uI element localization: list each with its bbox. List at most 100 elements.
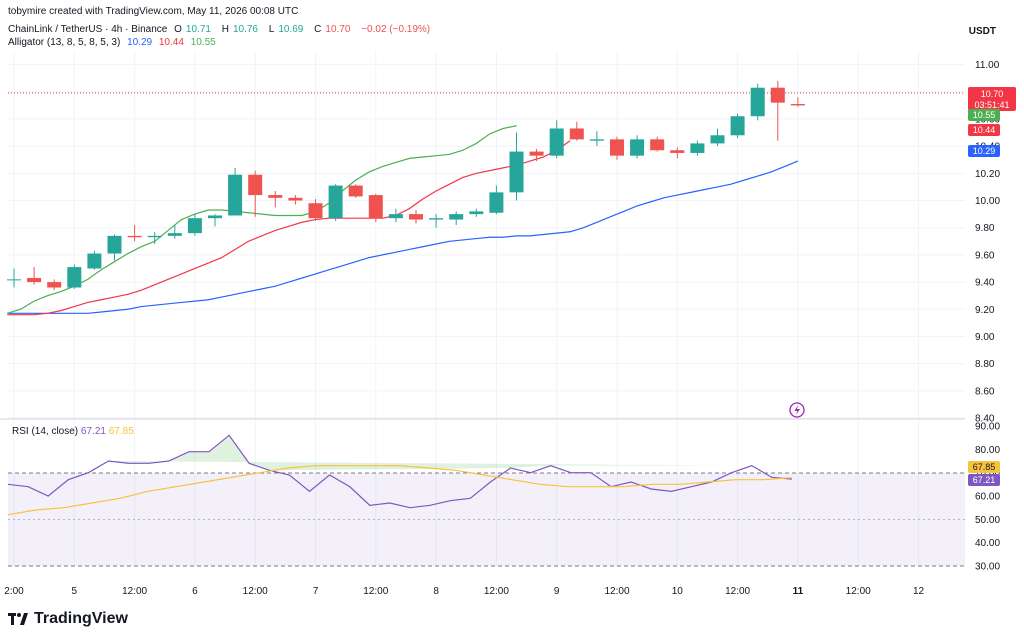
countdown-text: 03:51:41: [974, 100, 1009, 110]
price-tick-label: 9.20: [975, 305, 995, 316]
grid-lines: [8, 51, 965, 566]
candle: [549, 120, 564, 159]
price-tick-label: 10.20: [975, 169, 1000, 180]
price-tick-label: 8.40: [975, 414, 995, 425]
price-tick-label: 9.40: [975, 278, 995, 289]
rsi-label[interactable]: RSI (14, close): [12, 426, 79, 437]
alert-icon[interactable]: [789, 402, 805, 418]
price-tick-label: 9.60: [975, 250, 995, 261]
currency-unit: USDT: [968, 26, 996, 37]
candle: [529, 148, 544, 162]
rsi-axis: 90.00 80.00 70.00 60.00 50.00 40.00 30.00: [975, 422, 1000, 573]
candle: [589, 131, 604, 147]
candle: [368, 193, 383, 223]
tradingview-logo[interactable]: TradingView: [8, 610, 128, 628]
candle-body: [147, 235, 162, 238]
alligator-lips-line: [7, 125, 517, 314]
teeth-price-tag: 10.44: [968, 124, 1000, 136]
rsi-value-tag: 67.21: [968, 474, 1000, 486]
time-tick-label: 2:00: [4, 586, 24, 597]
candle-body: [208, 215, 222, 219]
candle-body: [187, 218, 202, 234]
overbought-area: [108, 435, 752, 471]
alligator-legend: Alligator (13, 8, 5, 8, 5, 3) 10.29 10.4…: [8, 37, 220, 48]
candle-body: [549, 128, 564, 156]
rsi-tick-label: 40.00: [975, 538, 1000, 549]
candle-body: [308, 203, 323, 219]
rsi-ma-tag: 67.85: [968, 461, 1000, 473]
low-label: L: [268, 24, 275, 35]
svg-text:67.85: 67.85: [973, 462, 996, 472]
candle-body: [87, 253, 102, 269]
candle: [147, 231, 162, 245]
rsi-tick-label: 60.00: [975, 492, 1000, 503]
candle-body: [589, 139, 604, 141]
high-value: 10.76: [232, 24, 258, 35]
candle-body: [27, 277, 42, 283]
time-tick-label: 12: [913, 586, 925, 597]
rsi-tick-label: 80.00: [975, 445, 1000, 456]
lips-price-tag: 10.55: [968, 109, 1000, 121]
candle: [509, 132, 524, 201]
rsi-tick-label: 90.00: [975, 422, 1000, 433]
candles: [7, 80, 805, 291]
rsi-tick-label: 50.00: [975, 515, 1000, 526]
candle-body: [47, 282, 62, 288]
symbol-name[interactable]: ChainLink / TetherUS · 4h · Binance: [8, 24, 168, 35]
candle-body: [107, 235, 122, 254]
candle-body: [388, 214, 403, 219]
candle: [650, 136, 665, 152]
candle: [770, 80, 785, 141]
alligator-label[interactable]: Alligator (13, 8, 5, 8, 5, 3): [8, 37, 121, 48]
rsi-tick-label: 30.00: [975, 562, 1000, 573]
time-tick-label: 12:00: [604, 586, 629, 597]
candle: [710, 128, 725, 147]
candle: [47, 279, 62, 291]
candle-body: [348, 185, 363, 197]
candle: [107, 234, 122, 261]
candle: [409, 210, 423, 224]
last-price-tag: 10.70 03:51:41: [968, 87, 1016, 111]
time-tick-label: 12:00: [243, 586, 268, 597]
candle-body: [569, 128, 584, 140]
rsi-line: [7, 434, 792, 509]
candle: [610, 136, 624, 160]
candle-body: [770, 87, 785, 103]
rsi-ma-value: 67.85: [108, 426, 134, 437]
candle: [630, 135, 645, 159]
time-tick-label: 12:00: [484, 586, 509, 597]
change-value: −0.02 (−0.19%): [361, 24, 431, 35]
candle-body: [650, 139, 665, 151]
candle-body: [730, 116, 745, 136]
open-value: 10.71: [185, 24, 211, 35]
tradingview-logo-icon: [8, 613, 28, 625]
price-tick-label: 11.00: [975, 60, 1000, 71]
alligator-teeth-line: [7, 140, 571, 316]
candle-body: [167, 233, 182, 236]
candle-body: [67, 267, 82, 288]
candle: [248, 170, 263, 217]
candle-body: [670, 150, 685, 153]
low-value: 10.69: [278, 24, 304, 35]
candle-body: [489, 192, 504, 213]
price-tick-label: 9.80: [975, 223, 995, 234]
candle-body: [368, 195, 383, 219]
candle: [690, 140, 705, 156]
candle: [308, 199, 323, 221]
candle: [7, 268, 21, 288]
candle-body: [750, 87, 765, 117]
rsi-ma-line: [7, 465, 792, 516]
candle-body: [228, 174, 243, 216]
candle: [449, 211, 464, 225]
time-tick-label: 12:00: [363, 586, 388, 597]
price-tick-label: 9.00: [975, 332, 995, 343]
candle: [87, 250, 102, 270]
candle-body: [630, 139, 645, 156]
price-tick-label: 8.60: [975, 386, 995, 397]
time-tick-label: 5: [72, 586, 78, 597]
svg-text:10.44: 10.44: [973, 125, 996, 135]
candle-body: [690, 143, 705, 153]
brand-name: TradingView: [34, 610, 128, 627]
time-tick-label: 12:00: [122, 586, 147, 597]
